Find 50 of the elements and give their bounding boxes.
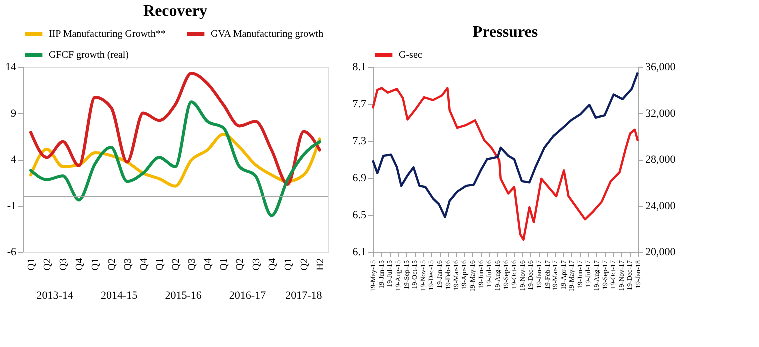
y-tick-label: -6 [7,246,17,258]
line-series [30,72,322,186]
line-series [372,72,640,218]
x-tick-label: Q3 [58,258,70,271]
y-tick-label: 6.5 [352,210,367,222]
y-tick-label: 8.1 [352,62,366,74]
y2-tick-label: 32,000 [646,108,676,120]
y-tick-label: 7.3 [352,136,367,148]
y-tick-label: 6.9 [352,172,367,184]
legend-label: GFCF growth (real) [49,50,129,61]
legend-label: GVA Manufacturing growth [211,29,324,40]
y-tick-label: 14 [6,62,17,74]
text: 2017-18 [286,290,323,302]
x-tick-label: Q3 [187,258,198,271]
legend-label: G-sec [399,50,423,61]
x-tick-label: Q2 [171,258,182,271]
x-tick-label: Q4 [203,258,214,271]
x-tick-label: Q4 [267,258,278,271]
line-series [30,100,322,218]
text: 2015-16 [165,290,202,302]
x-tick-label: Q2 [299,258,310,271]
x-tick-label: Q2 [235,258,246,271]
legend-label: IIP Manufacturing Growth** [49,29,166,40]
y2-tick-label: 20,000 [646,246,676,258]
y-tick-label: 7.7 [352,98,367,110]
x-tick-label: Q1 [90,258,102,271]
x-tick-label: Q3 [122,258,134,271]
x-tick-label: Q4 [74,258,86,271]
x-tick-label: Q4 [138,258,150,271]
line-series [372,87,640,242]
chart-title: Pressures [472,24,538,41]
y-tick-label: -1 [7,200,16,212]
y-tick-label: 6.1 [352,246,366,258]
text: 2013-14 [36,290,74,302]
x-tick-label: Q1 [154,258,166,271]
y-tick-label: 9 [11,108,17,120]
x-tick-label: Q1 [26,258,38,271]
text: 2016-17 [229,290,267,302]
x-tick-label: H2 [315,258,326,271]
x-tick-label: Q1 [219,258,230,271]
y-tick-label: 4 [11,154,17,166]
x-tick-label: Q3 [251,258,262,271]
x-tick-label: Q2 [42,258,54,271]
chart-title: Recovery [144,3,208,20]
text: 2014-15 [100,290,138,302]
y2-tick-label: 24,000 [646,200,676,212]
y2-tick-label: 28,000 [646,154,676,166]
x-tick-label: Q2 [106,258,118,271]
y2-tick-label: 36,000 [646,62,676,74]
x-tick-label: Q1 [283,258,294,271]
